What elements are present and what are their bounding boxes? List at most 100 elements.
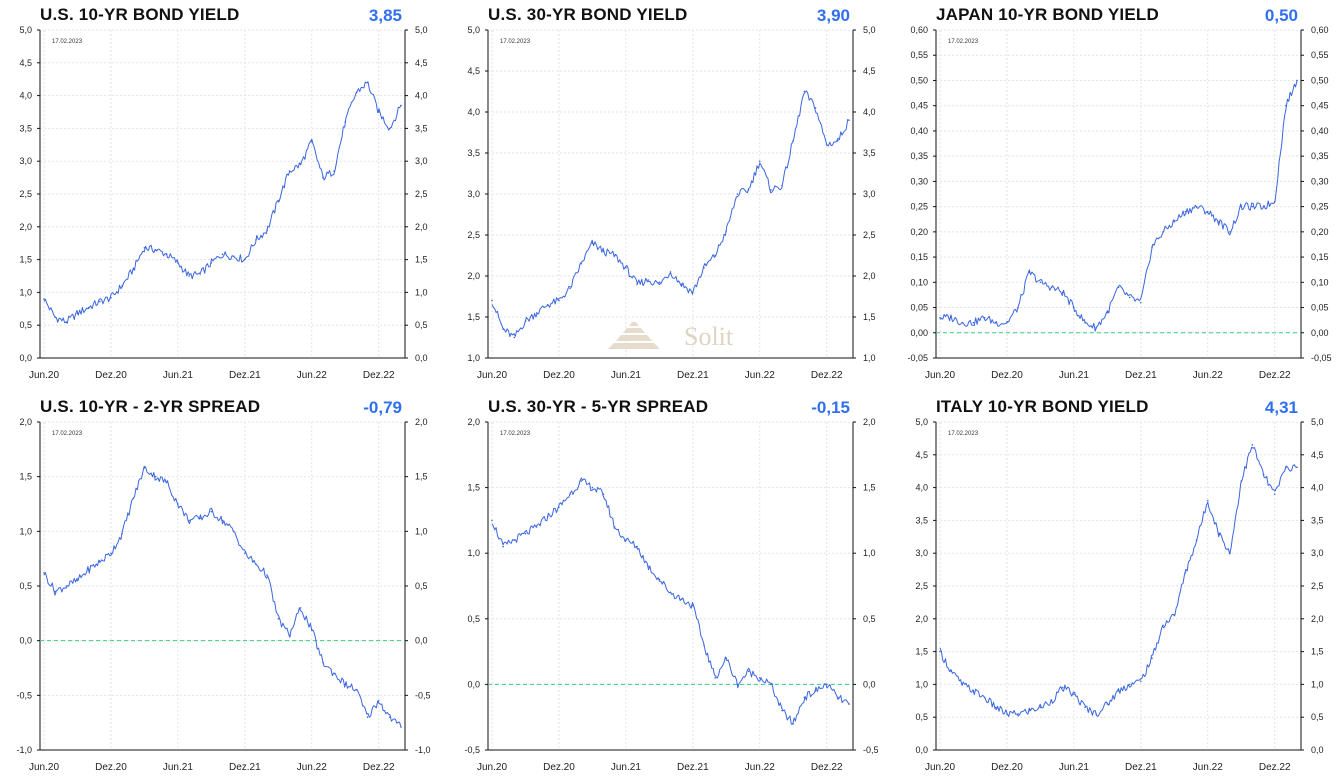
y-tick-label-left: 3,5: [19, 123, 32, 133]
data-point: [747, 189, 750, 191]
data-point: [355, 91, 358, 94]
data-point: [636, 545, 638, 548]
x-tick-label: Dez.20: [543, 762, 575, 773]
y-tick-label-right: 0,0: [415, 353, 428, 363]
y-tick-label-left: 0,15: [910, 252, 928, 262]
y-tick-label-left: 5,0: [915, 417, 928, 427]
data-point: [803, 90, 806, 93]
y-tick-label-left: 1,5: [19, 255, 32, 265]
y-tick-label-left: 2,5: [915, 581, 928, 591]
data-point: [602, 250, 605, 253]
y-tick-label-right: 4,5: [863, 66, 876, 76]
y-tick-label-right: 1,5: [415, 255, 428, 265]
data-point: [1128, 683, 1131, 686]
chart-title: U.S. 30-YR - 5-YR SPREAD: [488, 397, 709, 416]
data-point: [558, 506, 560, 509]
data-point: [54, 590, 56, 593]
data-point: [1262, 205, 1265, 208]
x-tick-label: Dez.20: [991, 762, 1023, 773]
y-tick-label-left: 3,5: [467, 148, 480, 158]
data-point: [1240, 205, 1243, 208]
y-tick-label-right: 0,60: [1311, 25, 1329, 35]
y-tick-label-right: 2,0: [1311, 614, 1324, 624]
data-point: [255, 563, 257, 565]
y-tick-label-right: 1,5: [863, 483, 876, 493]
y-tick-label-right: 2,5: [1311, 581, 1324, 591]
data-point: [54, 316, 56, 319]
chart-title: U.S. 10-YR - 2-YR SPREAD: [40, 397, 261, 416]
chart-date-label: 17.02.2023: [52, 39, 83, 45]
y-tick-label-right: -0,5: [415, 690, 431, 700]
y-tick-label-left: 1,0: [19, 526, 32, 536]
data-point: [1017, 713, 1019, 715]
y-tick-label-left: -0,05: [907, 353, 928, 363]
chart-date-label: 17.02.2023: [500, 431, 531, 437]
y-tick-label-left: 2,5: [19, 189, 32, 199]
data-point: [87, 568, 90, 571]
y-tick-label-right: 0,45: [1311, 101, 1329, 111]
data-point: [703, 644, 705, 646]
data-point: [221, 519, 224, 522]
y-tick-label-left: 0,20: [910, 227, 928, 237]
data-point: [613, 254, 616, 257]
data-point: [43, 298, 45, 300]
y-tick-label-right: 0,5: [863, 614, 876, 624]
data-point: [602, 493, 605, 495]
y-tick-label-left: 0,00: [910, 328, 928, 338]
chart-panel: 1,0 1,0 1,5 1,5 2,0 2,0 2,5 2,5 3,0 3,0 3,5 3,5 4,0 4…: [448, 0, 896, 392]
solit-watermark: Solit: [608, 322, 734, 351]
y-tick-label-right: 2,0: [415, 222, 428, 232]
data-point: [725, 230, 728, 232]
data-point: [165, 481, 168, 483]
x-tick-label: Jun.22: [1193, 370, 1223, 381]
data-point: [1050, 286, 1053, 289]
y-tick-label-left: 3,0: [19, 156, 32, 166]
y-tick-label-left: 0,40: [910, 126, 928, 136]
y-tick-label-left: 4,5: [19, 58, 32, 68]
y-tick-label-right: 5,0: [1311, 417, 1324, 427]
y-tick-label-right: 0,5: [415, 581, 428, 591]
data-point: [994, 706, 997, 709]
data-point: [277, 199, 280, 202]
data-point: [266, 574, 268, 576]
y-tick-label-right: 4,0: [415, 91, 428, 101]
data-point: [210, 510, 213, 513]
data-point: [1273, 493, 1276, 495]
x-tick-label: Dez.22: [811, 370, 843, 381]
data-point: [333, 170, 335, 172]
data-point: [1117, 690, 1120, 692]
y-tick-label-right: 0,0: [415, 636, 428, 646]
data-point: [1061, 686, 1064, 689]
data-point: [400, 726, 402, 728]
x-tick-label: Dez.21: [229, 370, 261, 381]
data-point: [580, 262, 583, 265]
y-tick-label-left: 0,0: [19, 636, 32, 646]
y-tick-label-right: 0,35: [1311, 151, 1329, 161]
data-point: [121, 532, 123, 535]
x-tick-label: Dez.22: [1259, 370, 1291, 381]
data-point: [814, 107, 817, 109]
y-tick-label-right: 1,5: [863, 312, 876, 322]
data-point: [299, 163, 302, 166]
data-point: [1229, 552, 1231, 554]
data-point: [333, 672, 335, 675]
current-value: -0,15: [811, 398, 850, 417]
data-point: [546, 303, 549, 306]
y-tick-label-right: 3,5: [863, 148, 876, 158]
data-point: [1061, 291, 1064, 294]
data-point: [154, 248, 157, 251]
y-tick-label-left: 4,0: [19, 91, 32, 101]
data-point: [1106, 311, 1109, 314]
data-point: [87, 306, 90, 309]
data-point: [636, 283, 638, 286]
data-point: [355, 689, 358, 691]
data-point: [132, 497, 135, 500]
current-value: 0,50: [1264, 6, 1298, 25]
y-tick-label-left: -0,5: [464, 745, 480, 755]
data-point: [680, 598, 683, 600]
y-tick-label-left: 0,10: [910, 277, 928, 287]
y-tick-label-right: 0,5: [415, 320, 428, 330]
data-point: [647, 279, 649, 281]
data-point: [491, 299, 493, 302]
y-tick-label-left: 0,0: [915, 745, 928, 755]
